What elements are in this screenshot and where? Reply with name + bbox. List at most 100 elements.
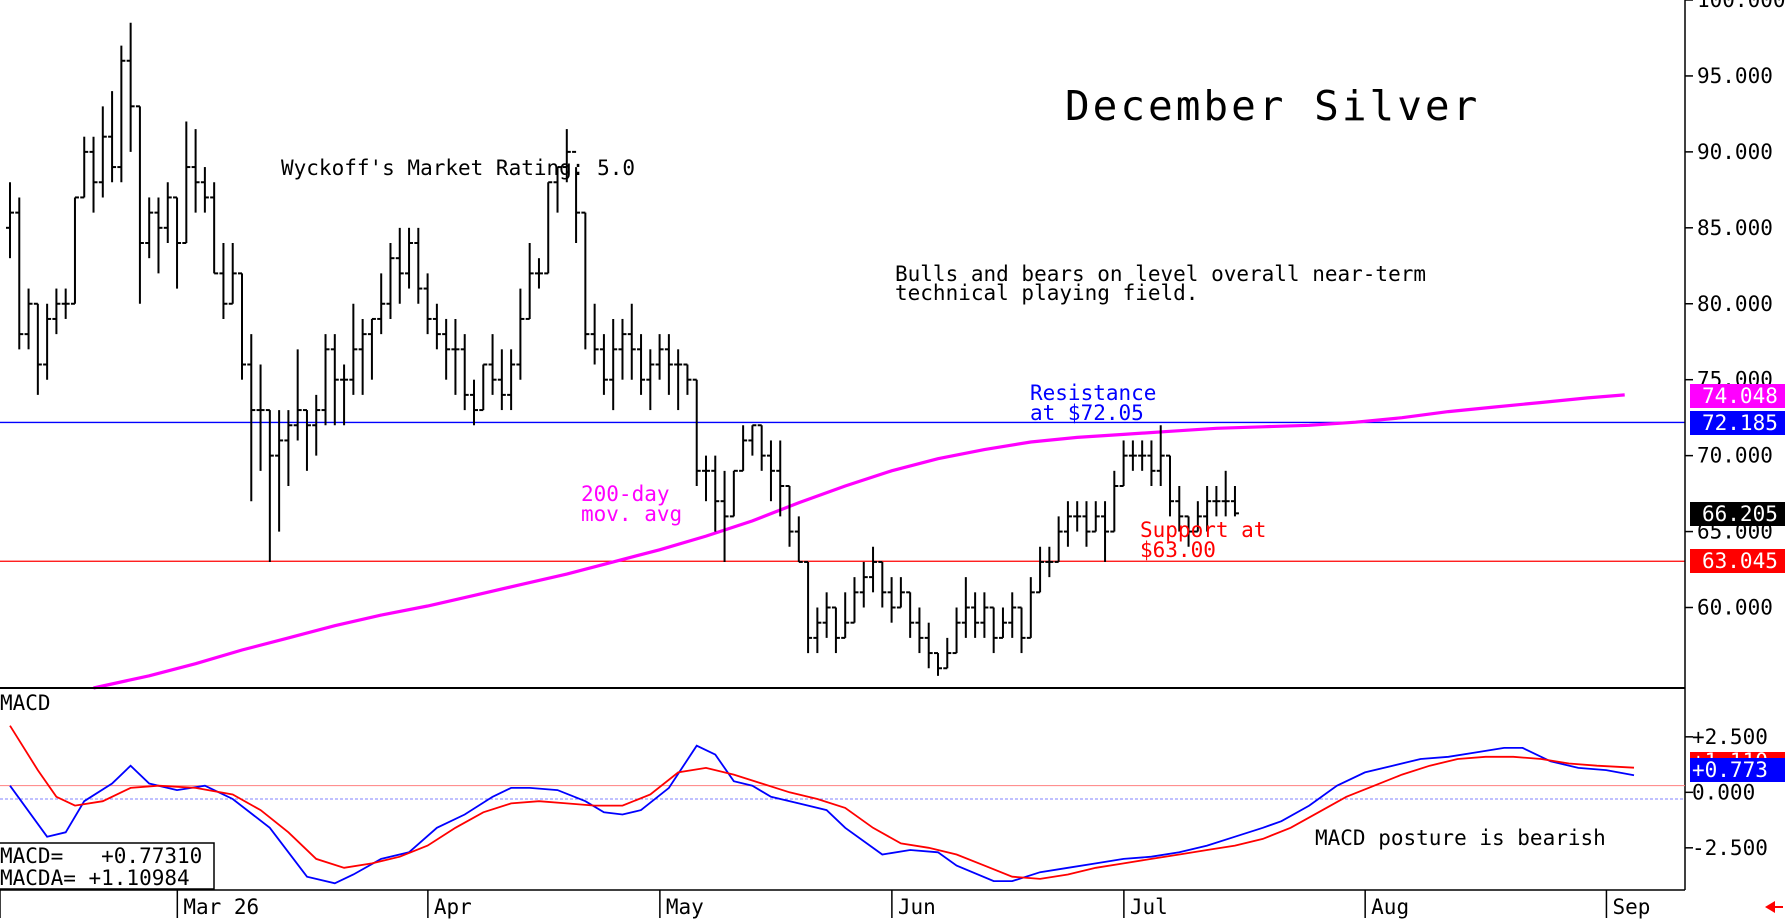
ohlc-bar — [191, 129, 200, 213]
ohlc-bar — [163, 182, 172, 244]
chart-title: December Silver — [1065, 82, 1480, 130]
ohlc-bar — [692, 378, 701, 487]
ohlc-bar — [117, 45, 126, 183]
ohlc-bar — [43, 303, 52, 380]
ohlc-bar — [1054, 516, 1063, 563]
ohlc-bar — [256, 364, 265, 471]
ohlc-bar — [572, 150, 581, 244]
ohlc-bar — [702, 455, 710, 502]
macda-series-line — [9, 725, 1635, 880]
ohlc-bar — [247, 334, 256, 502]
ohlc-bar — [1193, 501, 1202, 533]
last-price-tag: 66.205 — [1690, 502, 1785, 526]
price-y-tick-label: 60.000 — [1697, 596, 1773, 620]
ohlc-bar — [135, 105, 144, 304]
ohlc-bar — [878, 560, 887, 608]
ohlc-bar — [265, 409, 274, 562]
macd-readout-frame — [0, 842, 215, 890]
x-axis-label: May — [666, 895, 704, 919]
ohlc-bar — [70, 196, 79, 305]
ohlc-bar — [377, 273, 386, 335]
macda-readout: MACDA= +1.10984 — [0, 866, 190, 890]
ohlc-bar — [1230, 486, 1239, 517]
macd-lines-layer — [9, 725, 1635, 885]
support-label-2: $63.00 — [1140, 538, 1216, 562]
ohlc-bar — [470, 379, 478, 426]
macd-posture-label: MACD posture is bearish — [1315, 826, 1606, 850]
ohlc-bar — [330, 334, 339, 426]
ohlc-bar — [525, 243, 534, 320]
x-axis-label: Jul — [1130, 895, 1168, 919]
macd-readout-box: MACD= +0.77310 MACDA= +1.10984 — [0, 842, 215, 890]
macd-tag-text: +0.773 — [1692, 758, 1768, 782]
ma200-tag-box — [1690, 384, 1785, 408]
ohlc-bar — [61, 288, 70, 319]
x-axis: Mar 26 Apr May Jun Jul Aug Sep — [0, 890, 1650, 919]
ohlc-bar — [479, 363, 488, 412]
ohlc-bar — [238, 272, 246, 380]
ohlc-bar — [841, 592, 850, 639]
price-y-tick-label: 80.000 — [1697, 292, 1773, 316]
ohlc-bar — [516, 288, 525, 380]
ohlc-bar — [340, 364, 349, 426]
ohlc-bar — [1082, 501, 1091, 547]
macd-y-tick-label: 0.000 — [1692, 780, 1755, 804]
x-axis-label: Sep — [1612, 895, 1650, 919]
ohlc-bar — [145, 197, 154, 259]
macd-tag: +0.773 — [1690, 758, 1785, 782]
ohlc-bar — [1138, 440, 1147, 471]
ohlc-bar — [562, 129, 571, 183]
ohlc-bar — [284, 410, 293, 487]
ohlc-bar — [998, 607, 1007, 639]
ohlc-bar — [887, 577, 896, 623]
ohlc-bar — [804, 560, 813, 654]
macd-y-axis: +2.500 0.000 -2.500 — [1685, 725, 1768, 860]
ohlc-bar — [534, 258, 543, 289]
ohlc-bar — [228, 243, 237, 305]
ohlc-bar — [664, 334, 673, 395]
macd-readout: MACD= +0.77310 — [0, 844, 202, 868]
ohlc-bar — [590, 303, 599, 365]
ohlc-bar — [126, 22, 135, 152]
ohlc-bar — [869, 546, 878, 593]
ohlc-bar — [599, 334, 608, 395]
macd-panel-title: MACD — [0, 691, 51, 715]
ohlc-bar — [15, 197, 24, 350]
ohlc-bar — [766, 440, 775, 502]
x-axis-label: Mar 26 — [183, 895, 259, 919]
ohlc-bar — [154, 197, 163, 274]
ohlc-bar — [182, 121, 191, 245]
ohlc-bar — [1212, 486, 1221, 517]
ohlc-bar — [729, 469, 738, 518]
scroll-left-arrow-icon[interactable] — [1765, 901, 1775, 913]
ohlc-bar — [785, 485, 794, 547]
ohlc-bar — [980, 592, 989, 638]
price-y-tick-label: 100.000 — [1697, 0, 1785, 12]
ohlc-bar — [1128, 440, 1137, 471]
resistance-tag-box — [1690, 411, 1785, 435]
ohlc-bar — [52, 288, 61, 335]
x-axis-label: Apr — [434, 895, 472, 919]
ma200-layer — [93, 393, 1625, 690]
ohlc-bar — [934, 652, 942, 676]
ohlc-bar — [1008, 592, 1017, 638]
ohlc-bar — [488, 334, 497, 395]
ohlc-bar — [896, 577, 905, 609]
price-y-tick-label: 90.000 — [1697, 140, 1773, 164]
resistance-tag: 72.185 — [1690, 411, 1785, 435]
ma200-label-2: mov. avg — [581, 502, 682, 526]
ohlc-bar — [627, 303, 636, 380]
macd-zero-lines — [0, 785, 1685, 800]
x-axis-label: Aug — [1371, 895, 1409, 919]
ohlc-bar — [544, 181, 553, 275]
ohlc-bar — [321, 334, 330, 426]
ohlc-bar — [442, 318, 451, 380]
market-rating-label: Wyckoff's Market Rating: 5.0 — [281, 156, 635, 180]
ohlc-bar — [989, 606, 998, 654]
ohlc-bar — [748, 424, 757, 456]
last-price-tag-text: 66.205 — [1702, 502, 1778, 526]
ohlc-bar — [776, 440, 785, 517]
ohlc-bar — [108, 91, 117, 183]
ohlc-bar — [1101, 501, 1110, 562]
